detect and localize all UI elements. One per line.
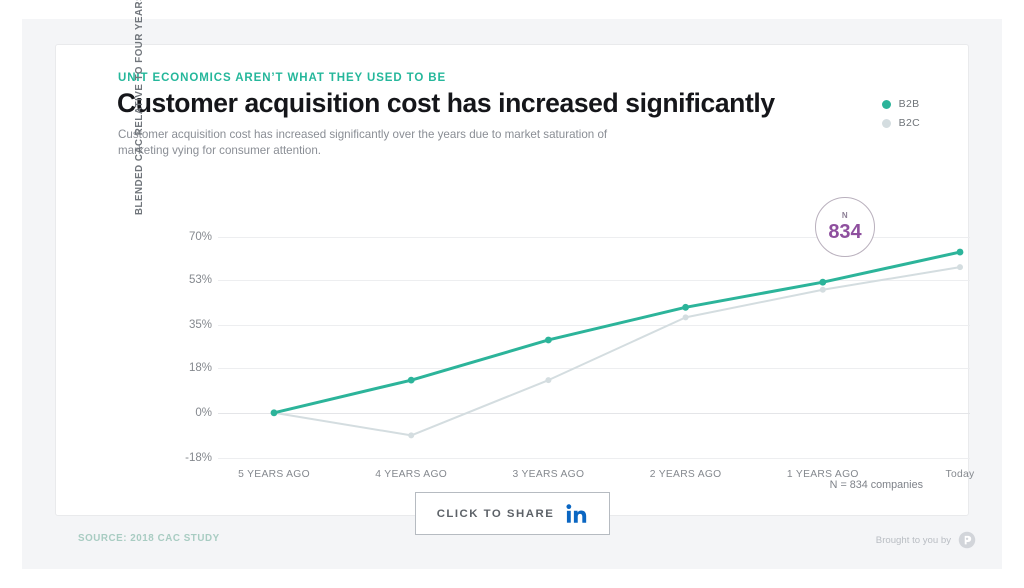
gridline: [218, 412, 970, 414]
legend-label-b2b: B2B: [898, 98, 920, 110]
brought-to-you-by-label: Brought to you by: [875, 534, 951, 546]
chart-headline: Customer acquisition cost has increased …: [117, 88, 775, 118]
data-point-b2c[interactable]: [408, 432, 415, 439]
chart-subheadline: Customer acquisition cost has increased …: [118, 128, 608, 157]
sample-size-value: 834: [828, 221, 862, 243]
gridline: [218, 458, 970, 459]
source-note: SOURCE: 2018 CAC STUDY: [78, 533, 220, 544]
legend-swatch-b2c: [881, 118, 891, 128]
chart-kicker: UNIT ECONOMICS AREN’T WHAT THEY USED TO …: [118, 72, 447, 84]
chart-card: UNIT ECONOMICS AREN’T WHAT THEY USED TO …: [55, 0, 974, 516]
data-point-b2c[interactable]: [545, 377, 552, 384]
x-axis-tick-labels: 5 YEARS AGO 4 YEARS AGO 3 YEARS AGO 2 YEARS…: [218, 469, 974, 485]
data-point-b2b[interactable]: [956, 248, 964, 256]
data-point-b2c[interactable]: [682, 314, 689, 321]
plot-area: [218, 237, 970, 459]
series-lines: [270, 248, 964, 439]
y-axis-tick-label: -18%: [185, 452, 212, 464]
series-line-b2c: [273, 266, 961, 437]
legend-item-b2b[interactable]: B2B: [881, 98, 920, 110]
y-axis-tick-labels: 70% 53% 35% 18% 0% -18%: [160, 225, 212, 470]
x-axis-tick-label: 5 YEARS AGO: [238, 469, 310, 480]
legend-item-b2c[interactable]: B2C: [881, 117, 920, 129]
share-button-label: CLICK TO SHARE: [436, 507, 555, 520]
y-axis-title: BLENDED CAC RELATIVE TO FOUR YEARS AGO: [134, 0, 145, 215]
x-axis-tick-label: 4 YEARS AGO: [375, 469, 448, 480]
data-point-b2b[interactable]: [545, 336, 552, 344]
legend-label-b2c: B2C: [898, 117, 920, 129]
gridline: [218, 367, 970, 369]
data-point-b2c[interactable]: [819, 286, 826, 293]
y-axis-tick-label: 53%: [188, 273, 212, 286]
gridline: [218, 237, 970, 238]
y-axis-tick-label: 70%: [188, 231, 212, 243]
gridline: [218, 279, 970, 281]
x-axis-tick-label: 3 YEARS AGO: [512, 469, 585, 480]
y-axis-tick-label: 18%: [188, 361, 212, 374]
y-axis-tick-label: 0%: [195, 406, 212, 419]
legend-swatch-b2b: [881, 99, 891, 109]
sample-size-note: N = 834 companies: [829, 479, 923, 491]
series-line-b2b: [272, 250, 962, 415]
brought-to-you-by: Brought to you by: [876, 531, 976, 549]
x-axis-tick-label: 1 YEARS AGO: [786, 469, 859, 480]
brand-logo-icon: [958, 531, 976, 549]
y-axis-tick-label: 35%: [188, 318, 212, 331]
linkedin-icon: [566, 503, 588, 525]
data-point-b2b[interactable]: [682, 303, 689, 311]
chart-legend: B2B B2C: [881, 98, 920, 129]
data-point-b2b[interactable]: [270, 409, 278, 417]
data-point-b2b[interactable]: [407, 376, 415, 384]
sample-size-badge: N 834: [815, 197, 875, 257]
sample-size-letter: N: [841, 211, 849, 220]
x-axis-tick-label: Today: [945, 469, 975, 480]
x-axis-tick-label: 2 YEARS AGO: [649, 469, 722, 480]
data-point-b2b[interactable]: [819, 278, 827, 286]
data-point-b2c[interactable]: [957, 264, 963, 271]
click-to-share-button[interactable]: CLICK TO SHARE: [415, 492, 610, 535]
gridline: [218, 324, 970, 326]
